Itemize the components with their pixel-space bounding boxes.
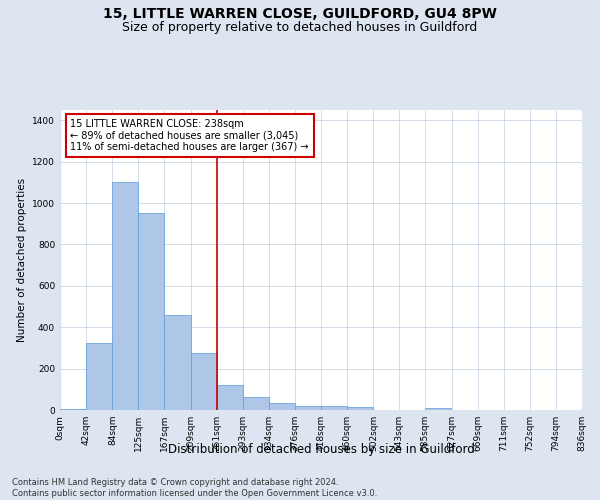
Bar bbox=[347, 407, 373, 410]
Bar bbox=[295, 406, 321, 410]
Bar bbox=[138, 214, 164, 410]
Bar bbox=[60, 409, 86, 410]
Bar bbox=[269, 403, 295, 410]
Text: Contains HM Land Registry data © Crown copyright and database right 2024.
Contai: Contains HM Land Registry data © Crown c… bbox=[12, 478, 377, 498]
Bar bbox=[112, 182, 138, 410]
Text: Size of property relative to detached houses in Guildford: Size of property relative to detached ho… bbox=[122, 21, 478, 34]
Y-axis label: Number of detached properties: Number of detached properties bbox=[17, 178, 26, 342]
Bar bbox=[217, 385, 243, 410]
Bar bbox=[243, 396, 269, 410]
Bar bbox=[86, 343, 112, 410]
Text: 15 LITTLE WARREN CLOSE: 238sqm
← 89% of detached houses are smaller (3,045)
11% : 15 LITTLE WARREN CLOSE: 238sqm ← 89% of … bbox=[70, 119, 309, 152]
Text: Distribution of detached houses by size in Guildford: Distribution of detached houses by size … bbox=[167, 442, 475, 456]
Bar bbox=[164, 315, 191, 410]
Bar bbox=[321, 406, 347, 410]
Bar bbox=[425, 408, 451, 410]
Bar bbox=[191, 353, 217, 410]
Text: 15, LITTLE WARREN CLOSE, GUILDFORD, GU4 8PW: 15, LITTLE WARREN CLOSE, GUILDFORD, GU4 … bbox=[103, 8, 497, 22]
